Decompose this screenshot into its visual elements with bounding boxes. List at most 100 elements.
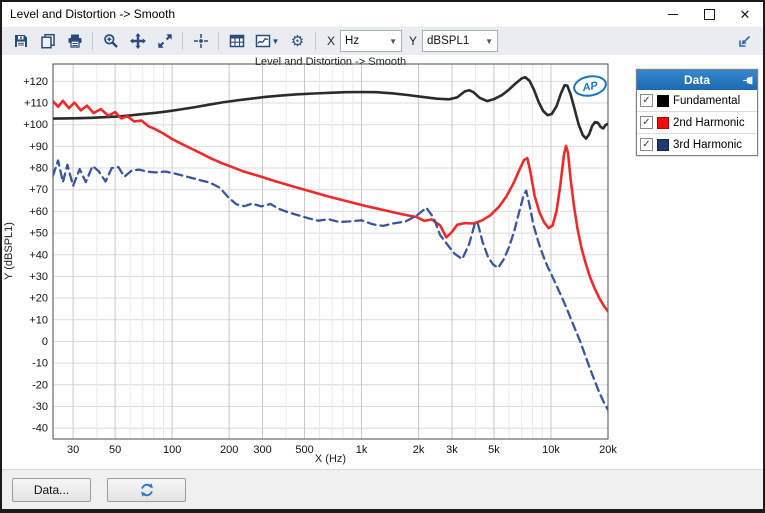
y-tick-label: +80 xyxy=(29,163,48,175)
y-tick-label: -20 xyxy=(32,379,48,391)
chart-region: Level and Distortion -> Smooth +120 +110 +… xyxy=(2,55,763,471)
refresh-button[interactable] xyxy=(107,477,186,502)
legend-pin-button[interactable] xyxy=(741,73,755,87)
y-tick-label: -10 xyxy=(32,358,48,370)
legend-panel: Data ✓ Fundamental ✓ 2nd Harmonic ✓ 3rd Harmo… xyxy=(636,69,758,156)
x-axis-combo-label: X xyxy=(327,34,336,48)
x-tick-label: 3k xyxy=(446,444,458,456)
y-tick-label: +30 xyxy=(29,271,48,283)
plot-border xyxy=(52,63,609,440)
graph-type-icon xyxy=(255,34,270,48)
svg-text:AP: AP xyxy=(581,80,600,95)
y-tick-label: +90 xyxy=(29,141,48,153)
toolbar-separator xyxy=(182,32,183,50)
cursor-button[interactable] xyxy=(188,30,213,53)
zoom-icon xyxy=(103,34,118,48)
x-tick-label: 10k xyxy=(542,444,560,456)
y-tick-label: +110 xyxy=(24,98,48,110)
pan-button[interactable] xyxy=(125,30,150,53)
table-icon xyxy=(229,34,244,48)
data-button[interactable]: Data... xyxy=(12,477,91,502)
y-tick-label: +100 xyxy=(23,119,48,131)
3rd-harmonic-swatch xyxy=(657,138,669,151)
close-icon: ✕ xyxy=(739,6,751,22)
legend-title: Data xyxy=(683,73,710,87)
x-tick-label: 20k xyxy=(599,444,617,456)
plot-area[interactable]: +120+110+100+90+80+70+60+50+40+30+20+100… xyxy=(2,55,763,471)
table-button[interactable] xyxy=(224,30,249,53)
cursor-icon xyxy=(193,34,208,48)
legend-row-3rd-harmonic[interactable]: ✓ 3rd Harmonic xyxy=(637,133,757,155)
chevron-down-icon: ▼ xyxy=(271,36,280,46)
x-tick-label: 500 xyxy=(295,444,313,456)
graph-type-button[interactable]: ▼ xyxy=(251,30,283,53)
x-tick-label: 50 xyxy=(109,444,121,456)
y-tick-label: -40 xyxy=(32,423,48,435)
toolbar-separator xyxy=(218,32,219,50)
y-units-value: dBSPL1 xyxy=(427,35,470,47)
minimize-icon xyxy=(668,13,678,15)
y-tick-label: 0 xyxy=(42,336,48,348)
x-units-value: Hz xyxy=(345,35,360,47)
3rd-harmonic-label: 3rd Harmonic xyxy=(673,138,743,151)
zoom-fit-button[interactable] xyxy=(152,30,177,53)
legend-rows: ✓ Fundamental ✓ 2nd Harmonic ✓ 3rd Harmonic xyxy=(637,90,757,155)
maximize-button[interactable] xyxy=(691,2,727,26)
3rd-harmonic-curve xyxy=(53,159,608,411)
chevron-down-icon: ▼ xyxy=(389,36,398,46)
save-button[interactable] xyxy=(8,30,33,53)
dock-button[interactable] xyxy=(732,30,757,53)
zoom-fit-icon xyxy=(157,34,172,48)
footer-bar: Data... xyxy=(2,469,763,509)
fundamental-swatch xyxy=(657,94,669,107)
toolbar-icon-group: ▼ ⚙ xyxy=(7,30,311,53)
zoom-button[interactable] xyxy=(98,30,123,53)
settings-button[interactable]: ⚙ xyxy=(285,30,310,53)
3rd-harmonic-checkbox[interactable]: ✓ xyxy=(640,138,653,151)
y-tick-label: +40 xyxy=(29,249,48,261)
y-tick-label: +50 xyxy=(29,228,48,240)
toolbar: ▼ ⚙ X Hz ▼ Y dBSPL1 ▼ xyxy=(2,26,763,55)
window-title: Level and Distortion -> Smooth xyxy=(10,7,176,21)
2nd-harmonic-curve xyxy=(53,99,608,313)
x-tick-label: 2k xyxy=(413,444,425,456)
title-bar: Level and Distortion -> Smooth ✕ xyxy=(2,2,763,26)
2nd-harmonic-checkbox[interactable]: ✓ xyxy=(640,116,653,129)
x-axis-title: X (Hz) xyxy=(314,453,347,465)
minimize-button[interactable] xyxy=(655,2,691,26)
refresh-icon xyxy=(140,482,153,497)
legend-row-fundamental[interactable]: ✓ Fundamental xyxy=(637,90,757,111)
x-tick-label: 300 xyxy=(253,444,271,456)
print-icon xyxy=(68,34,81,48)
pin-icon xyxy=(742,75,752,85)
x-tick-label: 30 xyxy=(67,444,79,456)
chevron-down-icon: ▼ xyxy=(485,36,494,46)
x-units-combo[interactable]: Hz ▼ xyxy=(340,30,403,52)
copy-icon xyxy=(40,33,55,49)
y-tick-label: +60 xyxy=(29,206,48,218)
y-axis-combo-label: Y xyxy=(409,34,418,48)
y-tick-label: +20 xyxy=(29,293,48,305)
copy-button[interactable] xyxy=(35,30,60,53)
fundamental-curve xyxy=(53,75,608,140)
maximize-icon xyxy=(703,8,715,20)
y-tick-label: +120 xyxy=(23,76,48,88)
print-button[interactable] xyxy=(62,30,87,53)
chart-title: Level and Distortion -> Smooth xyxy=(254,56,407,68)
pan-icon xyxy=(129,33,146,49)
ap-logo: AP xyxy=(573,75,607,97)
window-controls: ✕ xyxy=(655,2,763,26)
2nd-harmonic-swatch xyxy=(657,116,669,129)
fundamental-checkbox[interactable]: ✓ xyxy=(640,94,653,107)
close-button[interactable]: ✕ xyxy=(727,2,763,26)
legend-header[interactable]: Data xyxy=(637,70,757,90)
toolbar-separator xyxy=(92,32,93,50)
dock-left-icon xyxy=(738,35,750,47)
y-units-combo[interactable]: dBSPL1 ▼ xyxy=(422,30,499,52)
legend-row-2nd-harmonic[interactable]: ✓ 2nd Harmonic xyxy=(637,111,757,133)
fundamental-label: Fundamental xyxy=(673,94,741,107)
y-tick-label: +70 xyxy=(29,184,48,196)
x-tick-label: 5k xyxy=(488,444,500,456)
toolbar-separator xyxy=(315,32,316,50)
